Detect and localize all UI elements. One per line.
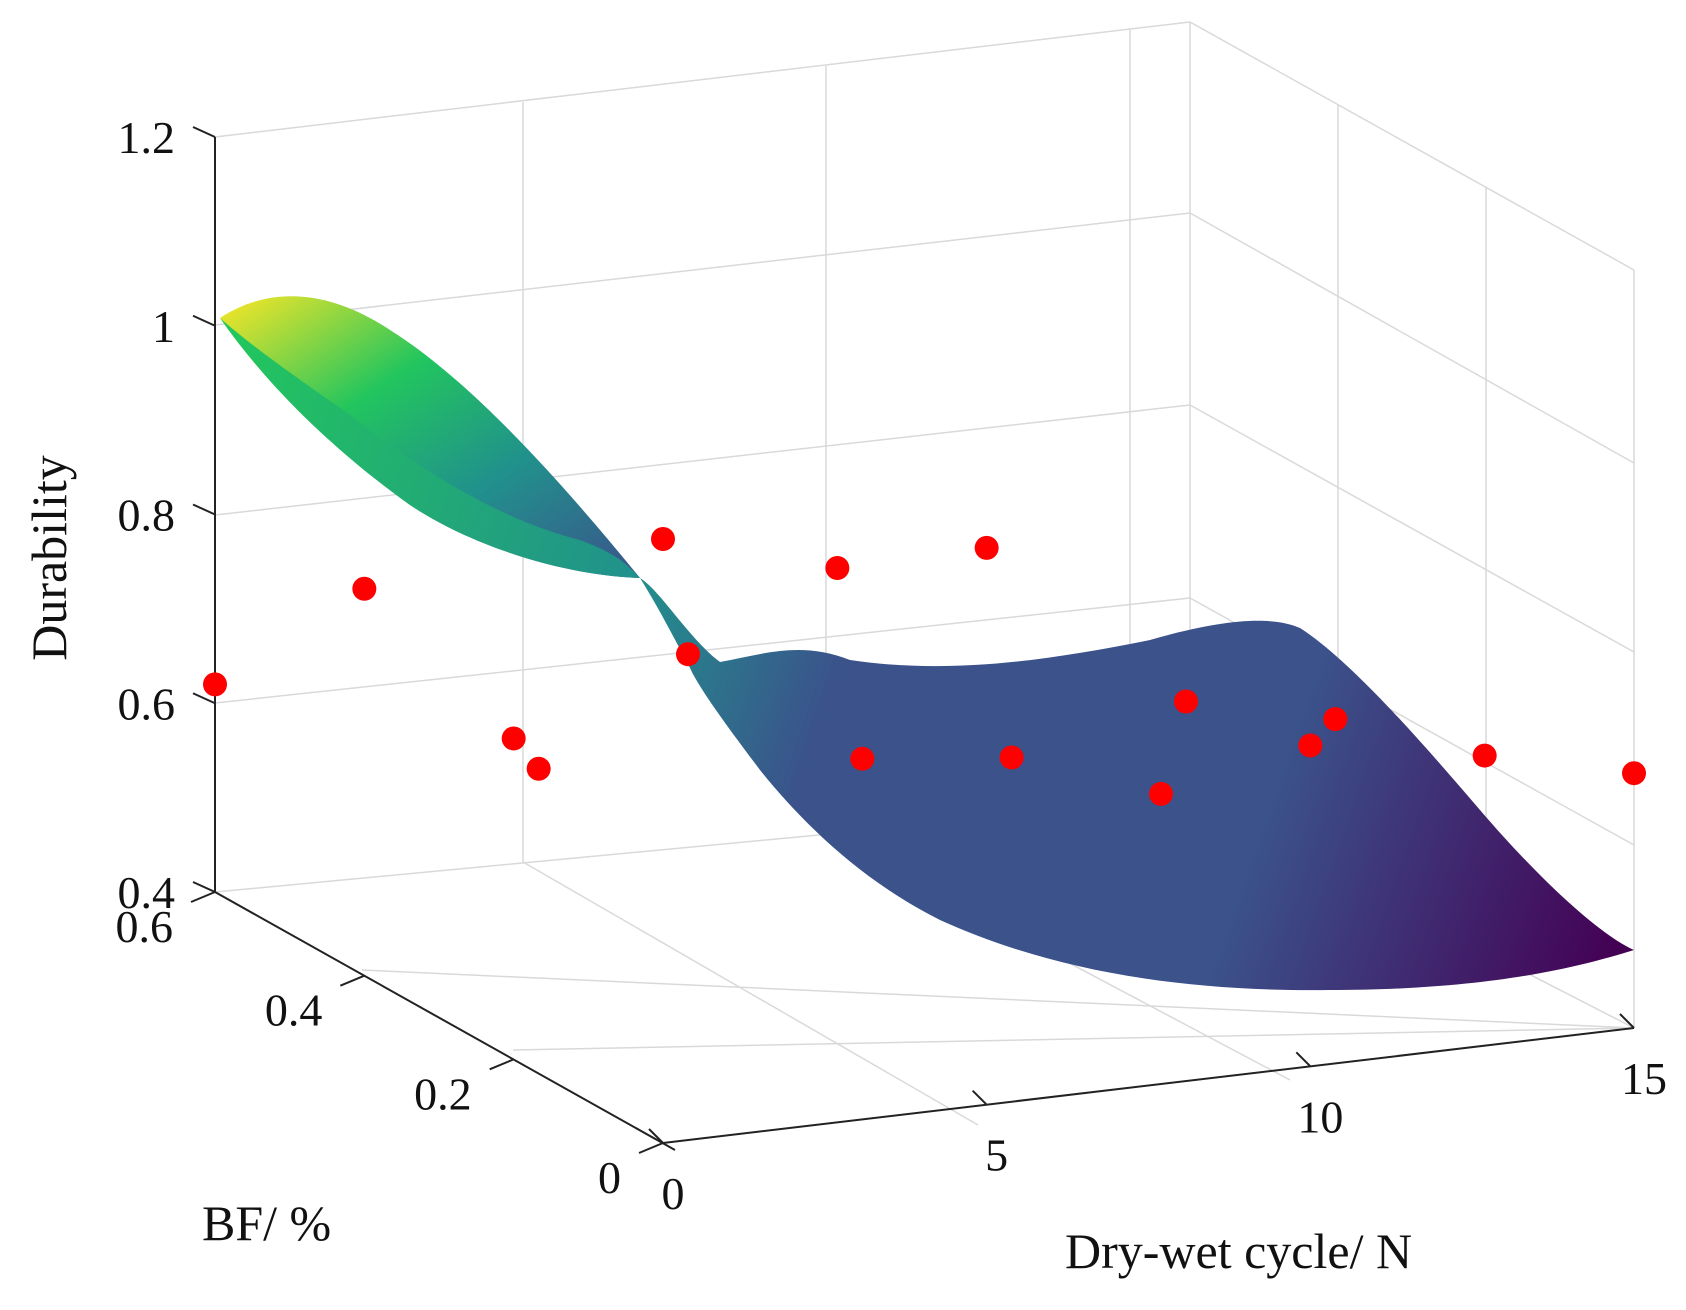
z-tick [192, 881, 216, 893]
y-tick-label: 0.6 [116, 901, 174, 952]
data-point [526, 756, 551, 781]
y-tick [489, 1058, 515, 1071]
z-tick [192, 126, 216, 138]
data-point [974, 535, 999, 560]
y-axis-title: BF/ % [202, 1195, 331, 1251]
data-point [1298, 733, 1323, 758]
z-tick-label: 1 [152, 301, 175, 352]
data-point [1622, 761, 1646, 786]
x-tick-label: 10 [1297, 1091, 1343, 1142]
z-tick [192, 692, 216, 705]
x-tick [1619, 1013, 1635, 1029]
data-point [825, 556, 850, 580]
y-tick [339, 974, 365, 987]
x-tick-label: 0 [662, 1168, 685, 1219]
y-axis-line [214, 891, 676, 1151]
data-point [676, 642, 700, 667]
data-point [1174, 689, 1198, 714]
z-tick-label: 0.4 [118, 867, 176, 918]
x-axis-title: Dry-wet cycle/ N [1065, 1223, 1412, 1279]
z-axis-title: Durability [21, 455, 77, 661]
data-point [651, 527, 675, 551]
data-point [352, 576, 377, 601]
tick-marks [190, 126, 1635, 1154]
x-tick [648, 1128, 664, 1144]
data-point [203, 672, 227, 697]
surface-back-sheet [220, 296, 640, 578]
x-tick [971, 1089, 988, 1106]
y-tick-label: 0 [598, 1152, 621, 1203]
y-tick [638, 1142, 664, 1154]
z-tick-label: 0.8 [118, 490, 176, 541]
data-point [1472, 743, 1497, 768]
x-tick-label: 5 [985, 1130, 1008, 1181]
z-tick-label: 1.2 [118, 112, 176, 163]
y-tick-label: 0.2 [414, 1068, 472, 1119]
x-axis-line [662, 1027, 1635, 1144]
data-point [1323, 707, 1348, 732]
data-point [1149, 781, 1173, 806]
data-point [999, 745, 1024, 770]
surface-front-sheet [220, 318, 1634, 991]
data-point [850, 746, 875, 771]
x-tick-label: 15 [1621, 1053, 1667, 1104]
z-tick [192, 503, 216, 516]
fitted-surface [220, 296, 1634, 991]
y-tick [190, 891, 216, 903]
z-tick [192, 314, 216, 327]
x-tick [1295, 1051, 1312, 1068]
data-points [203, 527, 1646, 806]
axes [214, 137, 1635, 1151]
z-tick-label: 0.6 [118, 678, 176, 729]
data-point [501, 726, 526, 751]
y-tick-label: 0.4 [265, 985, 323, 1036]
